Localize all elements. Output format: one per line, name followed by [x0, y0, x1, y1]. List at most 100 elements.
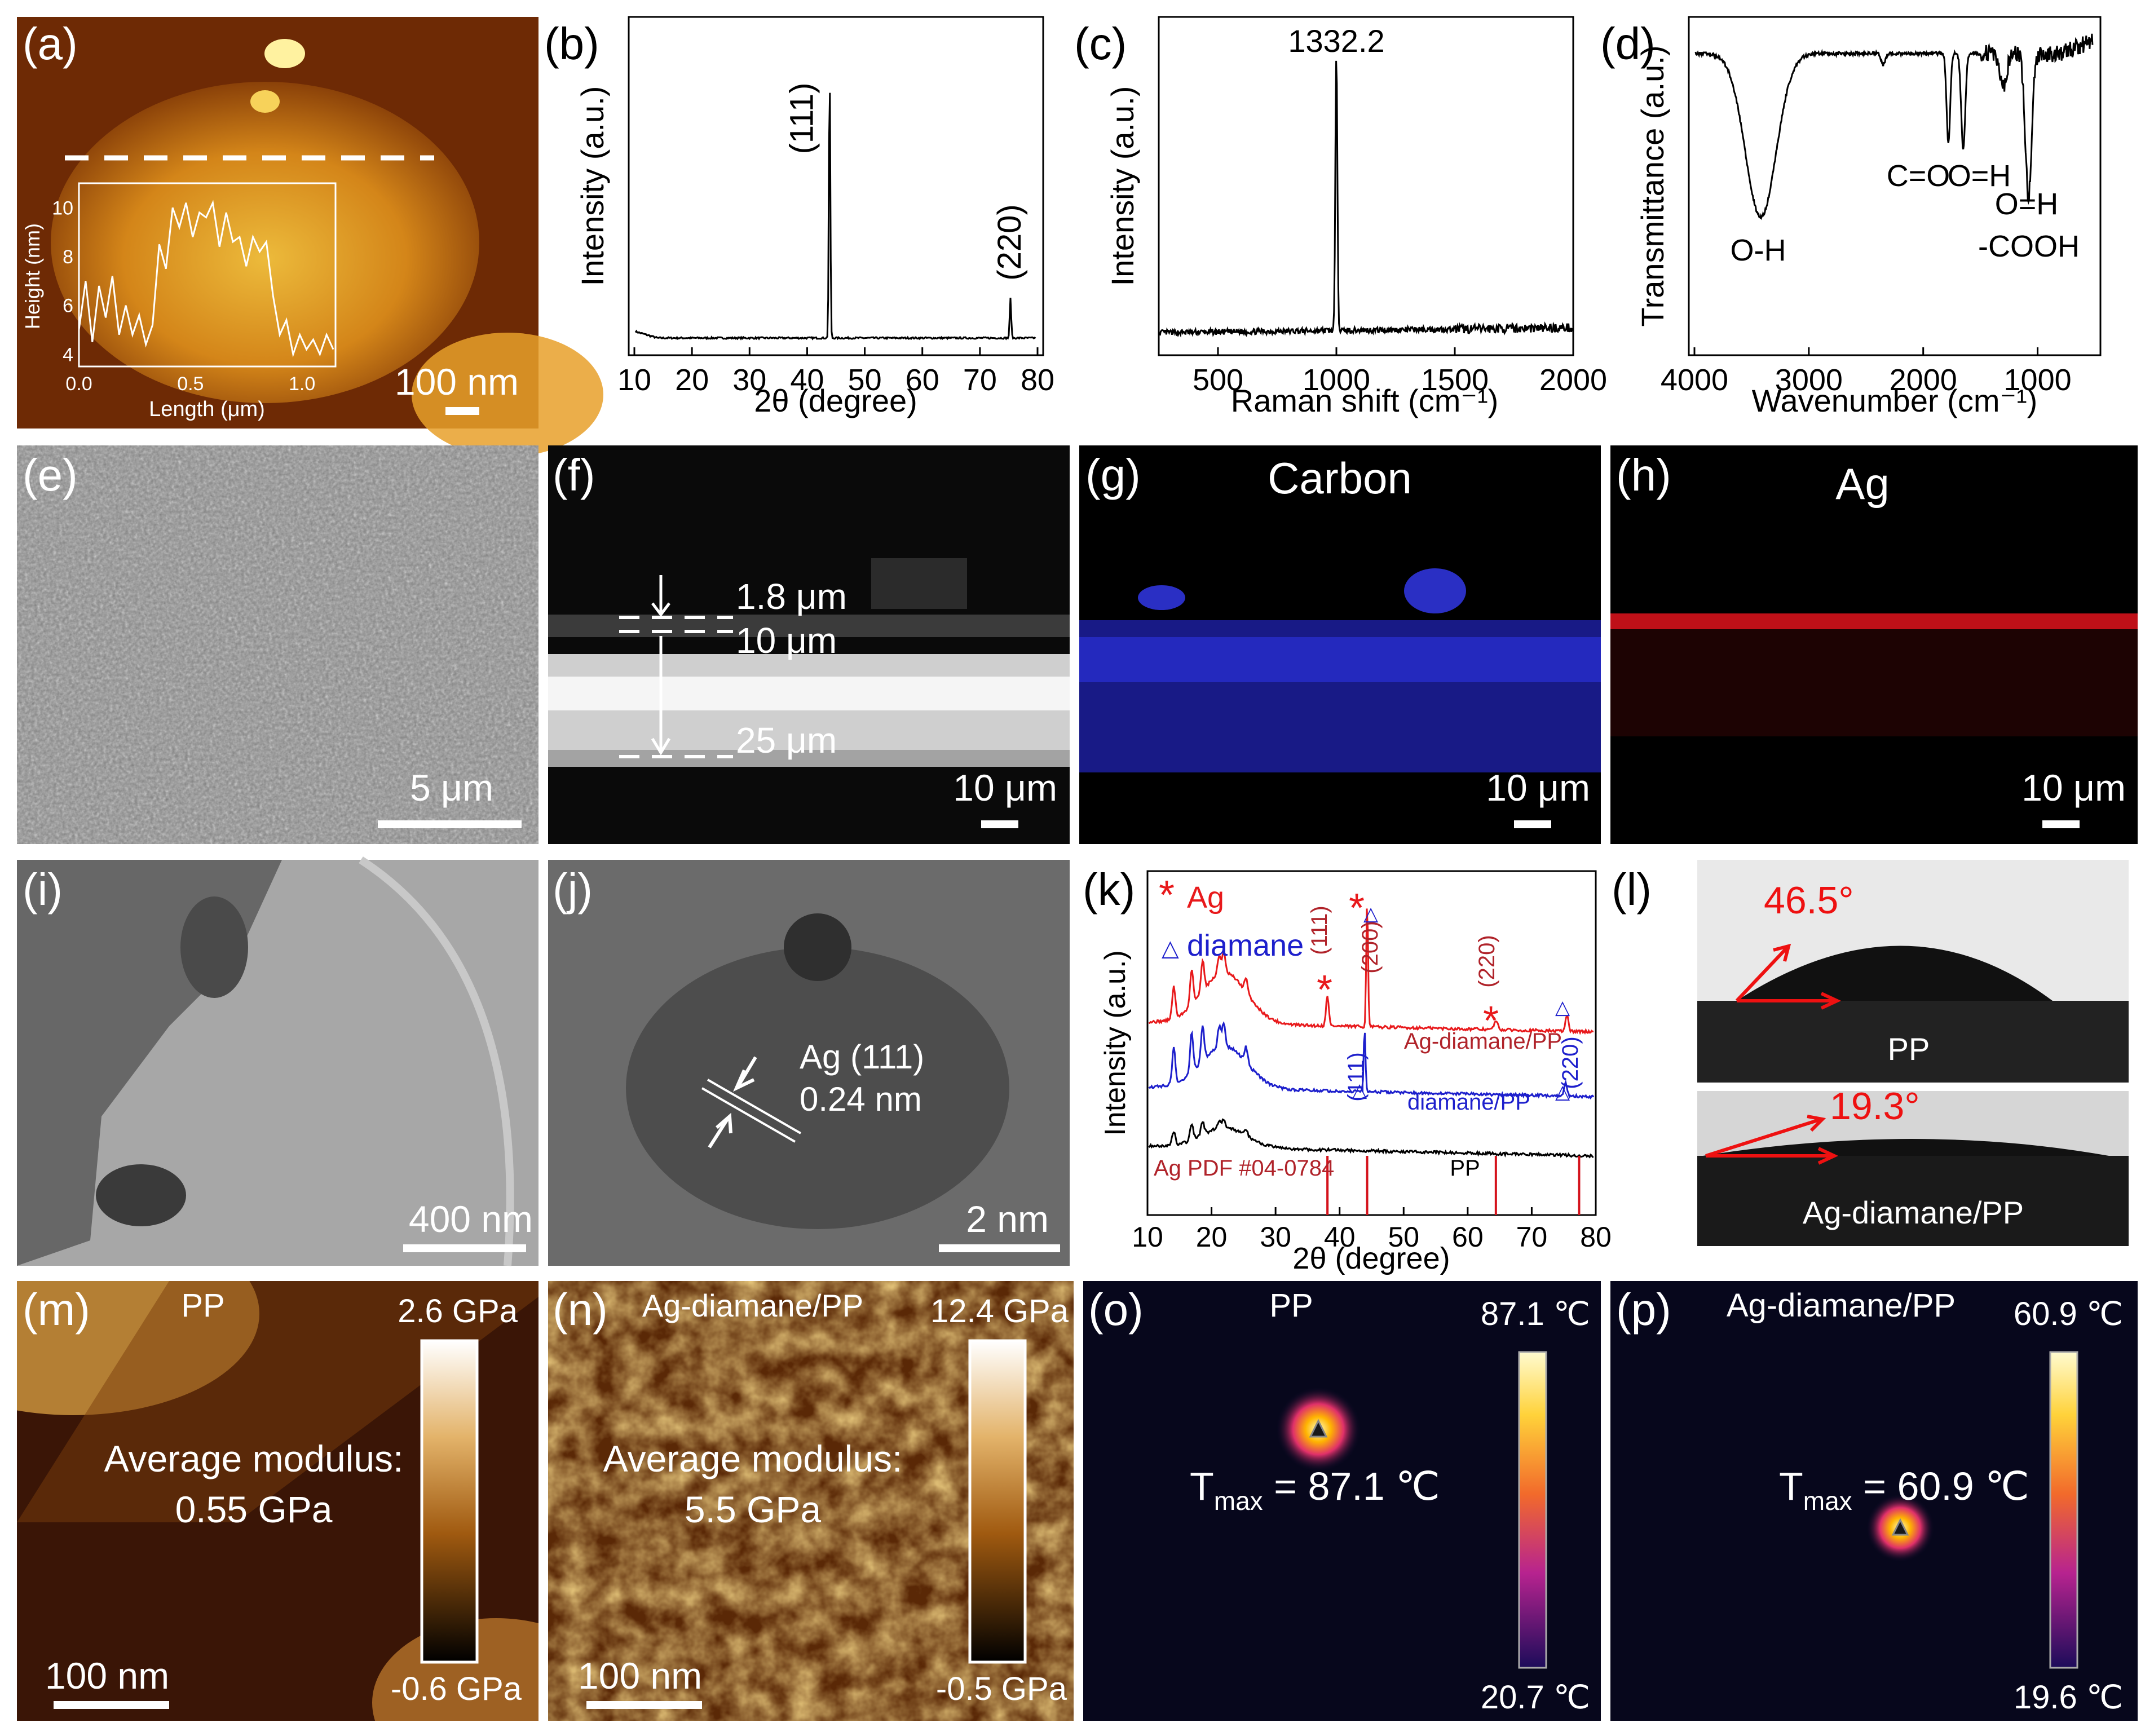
scalebar-label: 10 μm	[953, 767, 1057, 809]
scalebar	[2042, 820, 2080, 828]
colorbar-max: 2.6 GPa	[398, 1293, 518, 1329]
panel-c: (c) 500 1000 1500 2000 1332.2 Raman shift (…	[1074, 16, 1607, 418]
xlabel: 2θ (degree)	[1292, 1242, 1450, 1275]
x-tick-label: 70	[1516, 1221, 1548, 1253]
annotation-co: C=O	[1887, 159, 1950, 193]
x-tick-label: 50	[848, 363, 882, 397]
plot-frame	[1146, 870, 1597, 1216]
scalebar-label: 400 nm	[409, 1198, 533, 1240]
scalebar	[1514, 820, 1551, 828]
series-pp	[1148, 1118, 1594, 1159]
colorbar-max: 60.9 ℃	[2014, 1296, 2123, 1332]
panel-o: (o) PP 87.1 ℃ 20.7 ℃ Tmax = 87.1 ℃	[1083, 1281, 1601, 1721]
inset-y-tick-label: 10	[52, 197, 73, 219]
xlabel: Raman shift (cm⁻¹)	[1231, 383, 1499, 418]
panel-f: (f) 1.8 μm 10 μm 25 μm 10 μm	[548, 445, 1070, 844]
avg-modulus-label: Average modulus:	[104, 1438, 404, 1479]
scalebar-label: 10 μm	[1486, 767, 1590, 809]
panel-letter: (g)	[1085, 450, 1141, 500]
contact-angle-pp: 46.5°	[1764, 879, 1854, 922]
x-tick-label: 70	[963, 363, 997, 397]
height-profile-line	[78, 200, 334, 358]
sample-title: Ag-diamane/PP	[1727, 1287, 1956, 1324]
panel-letter: (i)	[23, 864, 63, 915]
peak-label-220: (220)	[991, 204, 1028, 280]
scalebar	[445, 407, 479, 415]
panel-i: (i) 400 nm	[17, 856, 538, 1266]
scalebar	[378, 820, 522, 828]
scalebar-label: 100 nm	[45, 1655, 169, 1697]
legend-ag: Ag	[1187, 881, 1224, 915]
colorbar-max: 12.4 GPa	[930, 1293, 1069, 1329]
scalebar-label: 100 nm	[395, 361, 519, 403]
colorbar	[1518, 1351, 1547, 1669]
x-tick-label: 60	[1452, 1221, 1484, 1253]
plot-frame	[628, 16, 1044, 356]
x-tick-label: 30	[732, 363, 766, 397]
panel-n: (n) Ag-diamane/PP 12.4 GPa -0.5 GPa Aver…	[548, 1281, 1074, 1721]
map-title: Carbon	[1268, 453, 1412, 503]
marker-triangle: △	[1555, 997, 1570, 1018]
ylabel: Transmittance (a.u.)	[1635, 46, 1670, 327]
panel-b: (b) 10 20 30 40 50 60 70 80 (111) (220) 2θ (deg…	[544, 16, 1054, 418]
panel-d: (d) 4000 3000 2000 1000 O-H C=O O=H O=H -CO…	[1600, 16, 2102, 418]
peak-label-111: (111)	[783, 83, 820, 154]
panel-letter: (m)	[23, 1284, 90, 1335]
annotation-oh3: O=H	[1995, 187, 2059, 221]
avg-modulus-value: 0.55 GPa	[175, 1488, 333, 1530]
scalebar-label: 10 μm	[2021, 767, 2126, 809]
panel-letter: (e)	[23, 450, 78, 500]
cross-section-image	[548, 445, 1070, 844]
contact-angle-ag: 19.3°	[1830, 1085, 1920, 1128]
x-tick-label: 40	[1324, 1221, 1356, 1253]
x-tick-label: 20	[1196, 1221, 1228, 1253]
marker-star: *	[1483, 999, 1499, 1044]
panel-letter: (l)	[1612, 864, 1652, 915]
colorbar-min: -0.5 GPa	[936, 1671, 1067, 1707]
inset-xlabel: Length (μm)	[149, 397, 265, 421]
colorbar	[420, 1339, 479, 1664]
inset-y-tick-label: 6	[63, 295, 73, 317]
scalebar-label: 2 nm	[966, 1198, 1049, 1240]
peak-label: (220)	[1558, 1036, 1583, 1089]
panel-g: (g) Carbon 10 μm	[1079, 445, 1601, 844]
scalebar	[586, 1701, 702, 1709]
annotation-oh: O-H	[1731, 233, 1786, 267]
thermal-image-pp	[1083, 1281, 1601, 1721]
series-label: Ag-diamane/PP	[1404, 1029, 1562, 1054]
scalebar-label: 100 nm	[578, 1655, 702, 1697]
scalebar	[939, 1244, 1060, 1252]
scalebar	[54, 1701, 169, 1709]
peak-label: (111)	[1307, 905, 1332, 955]
raman-line	[1159, 60, 1573, 338]
panel-l: (l) 46.5° PP 19.3° Ag-diamane/PP	[1612, 860, 2129, 1246]
peak-label: (111)	[1344, 1052, 1369, 1101]
colorbar-max: 87.1 ℃	[1481, 1296, 1590, 1332]
plot-frame	[1158, 16, 1574, 356]
inset-y-tick-label: 8	[63, 246, 73, 268]
ylabel: Intensity (a.u.)	[575, 86, 610, 286]
sample-label: Ag-diamane/PP	[1803, 1195, 2024, 1230]
sample-title: PP	[1269, 1287, 1313, 1324]
panel-letter: (f)	[553, 450, 595, 500]
colorbar-min: 19.6 ℃	[2014, 1679, 2123, 1716]
x-tick-label: 10	[1132, 1221, 1163, 1253]
plot-frame	[1688, 16, 2102, 356]
x-tick-label: 1500	[1421, 363, 1489, 397]
xlabel: Wavenumber (cm⁻¹)	[1752, 383, 2038, 418]
panel-m: (m) PP 2.6 GPa -0.6 GPa Average modulus:…	[17, 1281, 538, 1721]
panel-k: (k) 10 20 30 40 50 60 70 80 * Ag △ diamane * * …	[1083, 864, 1612, 1275]
avg-modulus-label: Average modulus:	[603, 1438, 903, 1479]
colorbar-min: 20.7 ℃	[1481, 1679, 1590, 1716]
series-ag-diamane-pp	[1148, 908, 1594, 1035]
x-tick-label: 60	[906, 363, 939, 397]
colorbar	[2049, 1351, 2078, 1669]
panel-letter: (d)	[1600, 19, 1656, 69]
panel-letter: (p)	[1616, 1284, 1671, 1335]
reference-label: Ag PDF #04-0784	[1154, 1156, 1334, 1181]
panel-letter: (c)	[1074, 19, 1127, 69]
x-tick-label: 20	[675, 363, 709, 397]
avg-modulus-value: 5.5 GPa	[685, 1488, 821, 1530]
x-tick-label: 1000	[1303, 363, 1370, 397]
